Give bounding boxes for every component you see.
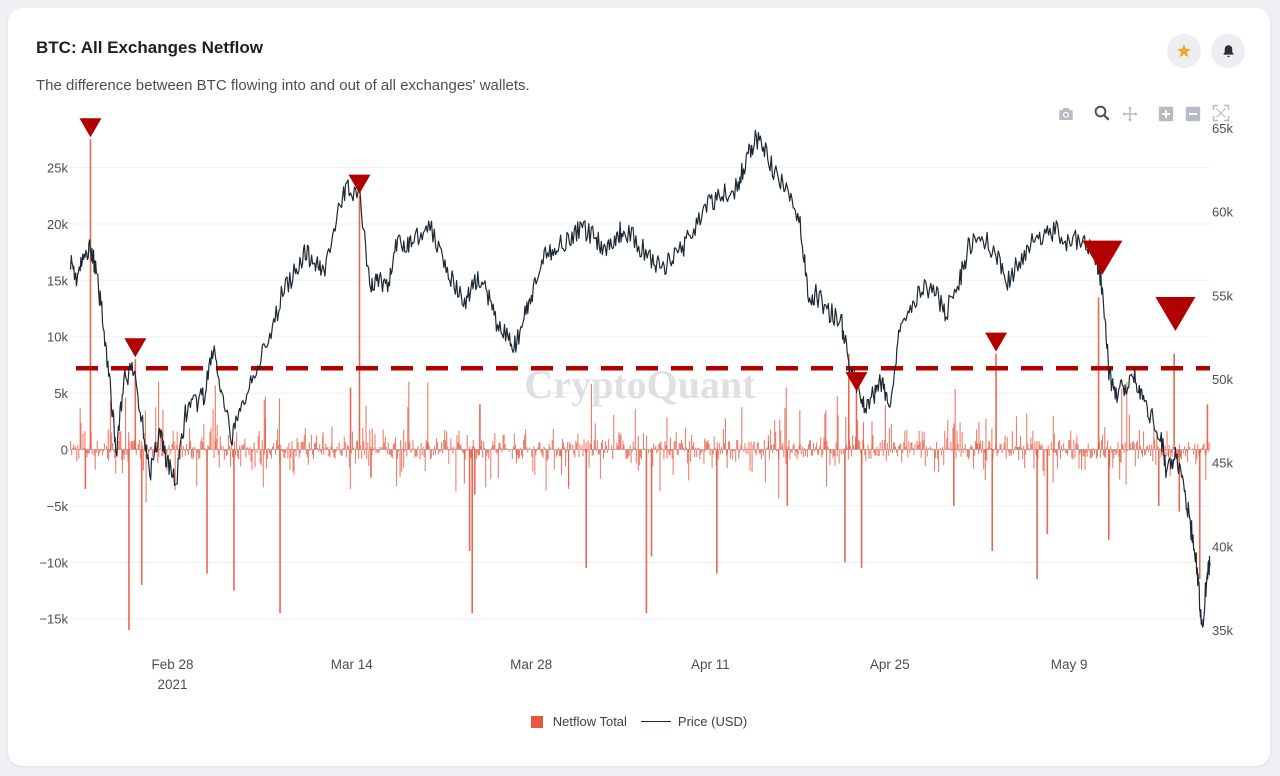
alert-marker [985, 332, 1008, 352]
legend-item-netflow[interactable]: Netflow Total [530, 714, 627, 729]
zoom-in-icon[interactable] [1156, 104, 1176, 124]
alert-button[interactable] [1211, 34, 1245, 68]
y-right-tick-label: 50k [1212, 372, 1233, 387]
star-icon [1177, 44, 1191, 57]
zoom-out-icon[interactable] [1183, 104, 1203, 124]
favorite-button[interactable] [1167, 34, 1201, 68]
y-left-tick-label: −5k [47, 499, 69, 514]
legend-label-netflow: Netflow Total [552, 714, 627, 729]
price-swatch [640, 721, 671, 722]
legend-label-price: Price (USD) [677, 714, 748, 729]
y-right-tick-label: 65k [1212, 121, 1233, 136]
bell-icon [1223, 44, 1233, 57]
chart-card: BTC: All Exchanges Netflow The differenc… [8, 8, 1270, 766]
x-tick-label: Mar 28 [510, 657, 552, 672]
y-right-tick-label: 45k [1212, 456, 1233, 471]
chart-legend: Netflow Total Price (USD) [8, 714, 1270, 729]
y-left-tick-label: 10k [47, 330, 68, 345]
reset-axes-icon[interactable] [1211, 103, 1231, 123]
y-left-tick-label: 0 [61, 443, 68, 458]
alert-marker [124, 338, 147, 358]
chart-subtitle: The difference between BTC flowing into … [36, 77, 530, 94]
zoom-icon[interactable] [1092, 103, 1112, 123]
x-tick-label: May 9 [1051, 657, 1088, 672]
pan-icon[interactable] [1120, 104, 1140, 124]
x-tick-label: Feb 28 [151, 657, 193, 672]
y-right-tick-label: 40k [1212, 539, 1233, 554]
y-right-tick-label: 35k [1212, 623, 1233, 638]
legend-item-price[interactable]: Price (USD) [640, 714, 748, 729]
alert-marker [1082, 240, 1123, 275]
y-left-tick-label: 20k [47, 217, 68, 232]
x-tick-label: Apr 25 [870, 657, 910, 672]
y-left-tick-label: −10k [39, 555, 68, 570]
alert-marker [1155, 297, 1196, 332]
y-left-tick-label: 25k [47, 160, 68, 175]
y-left-tick-label: 5k [54, 386, 68, 401]
y-left-tick-label: −15k [39, 612, 68, 627]
alert-marker [845, 372, 868, 392]
alert-marker [79, 118, 102, 138]
x-tick-label: Apr 11 [691, 657, 730, 672]
price-line [69, 129, 1211, 628]
netflow-swatch [530, 715, 543, 728]
y-right-tick-label: 55k [1212, 288, 1233, 303]
netflow-bars [70, 139, 1210, 630]
alert-marker [348, 174, 371, 194]
y-right-tick-label: 60k [1212, 205, 1233, 220]
x-tick-label: Mar 14 [331, 657, 374, 672]
y-left-tick-label: 15k [47, 273, 68, 288]
x-tick-sublabel: 2021 [157, 677, 187, 692]
chart-title: BTC: All Exchanges Netflow [36, 38, 264, 57]
camera-icon[interactable] [1056, 104, 1076, 124]
